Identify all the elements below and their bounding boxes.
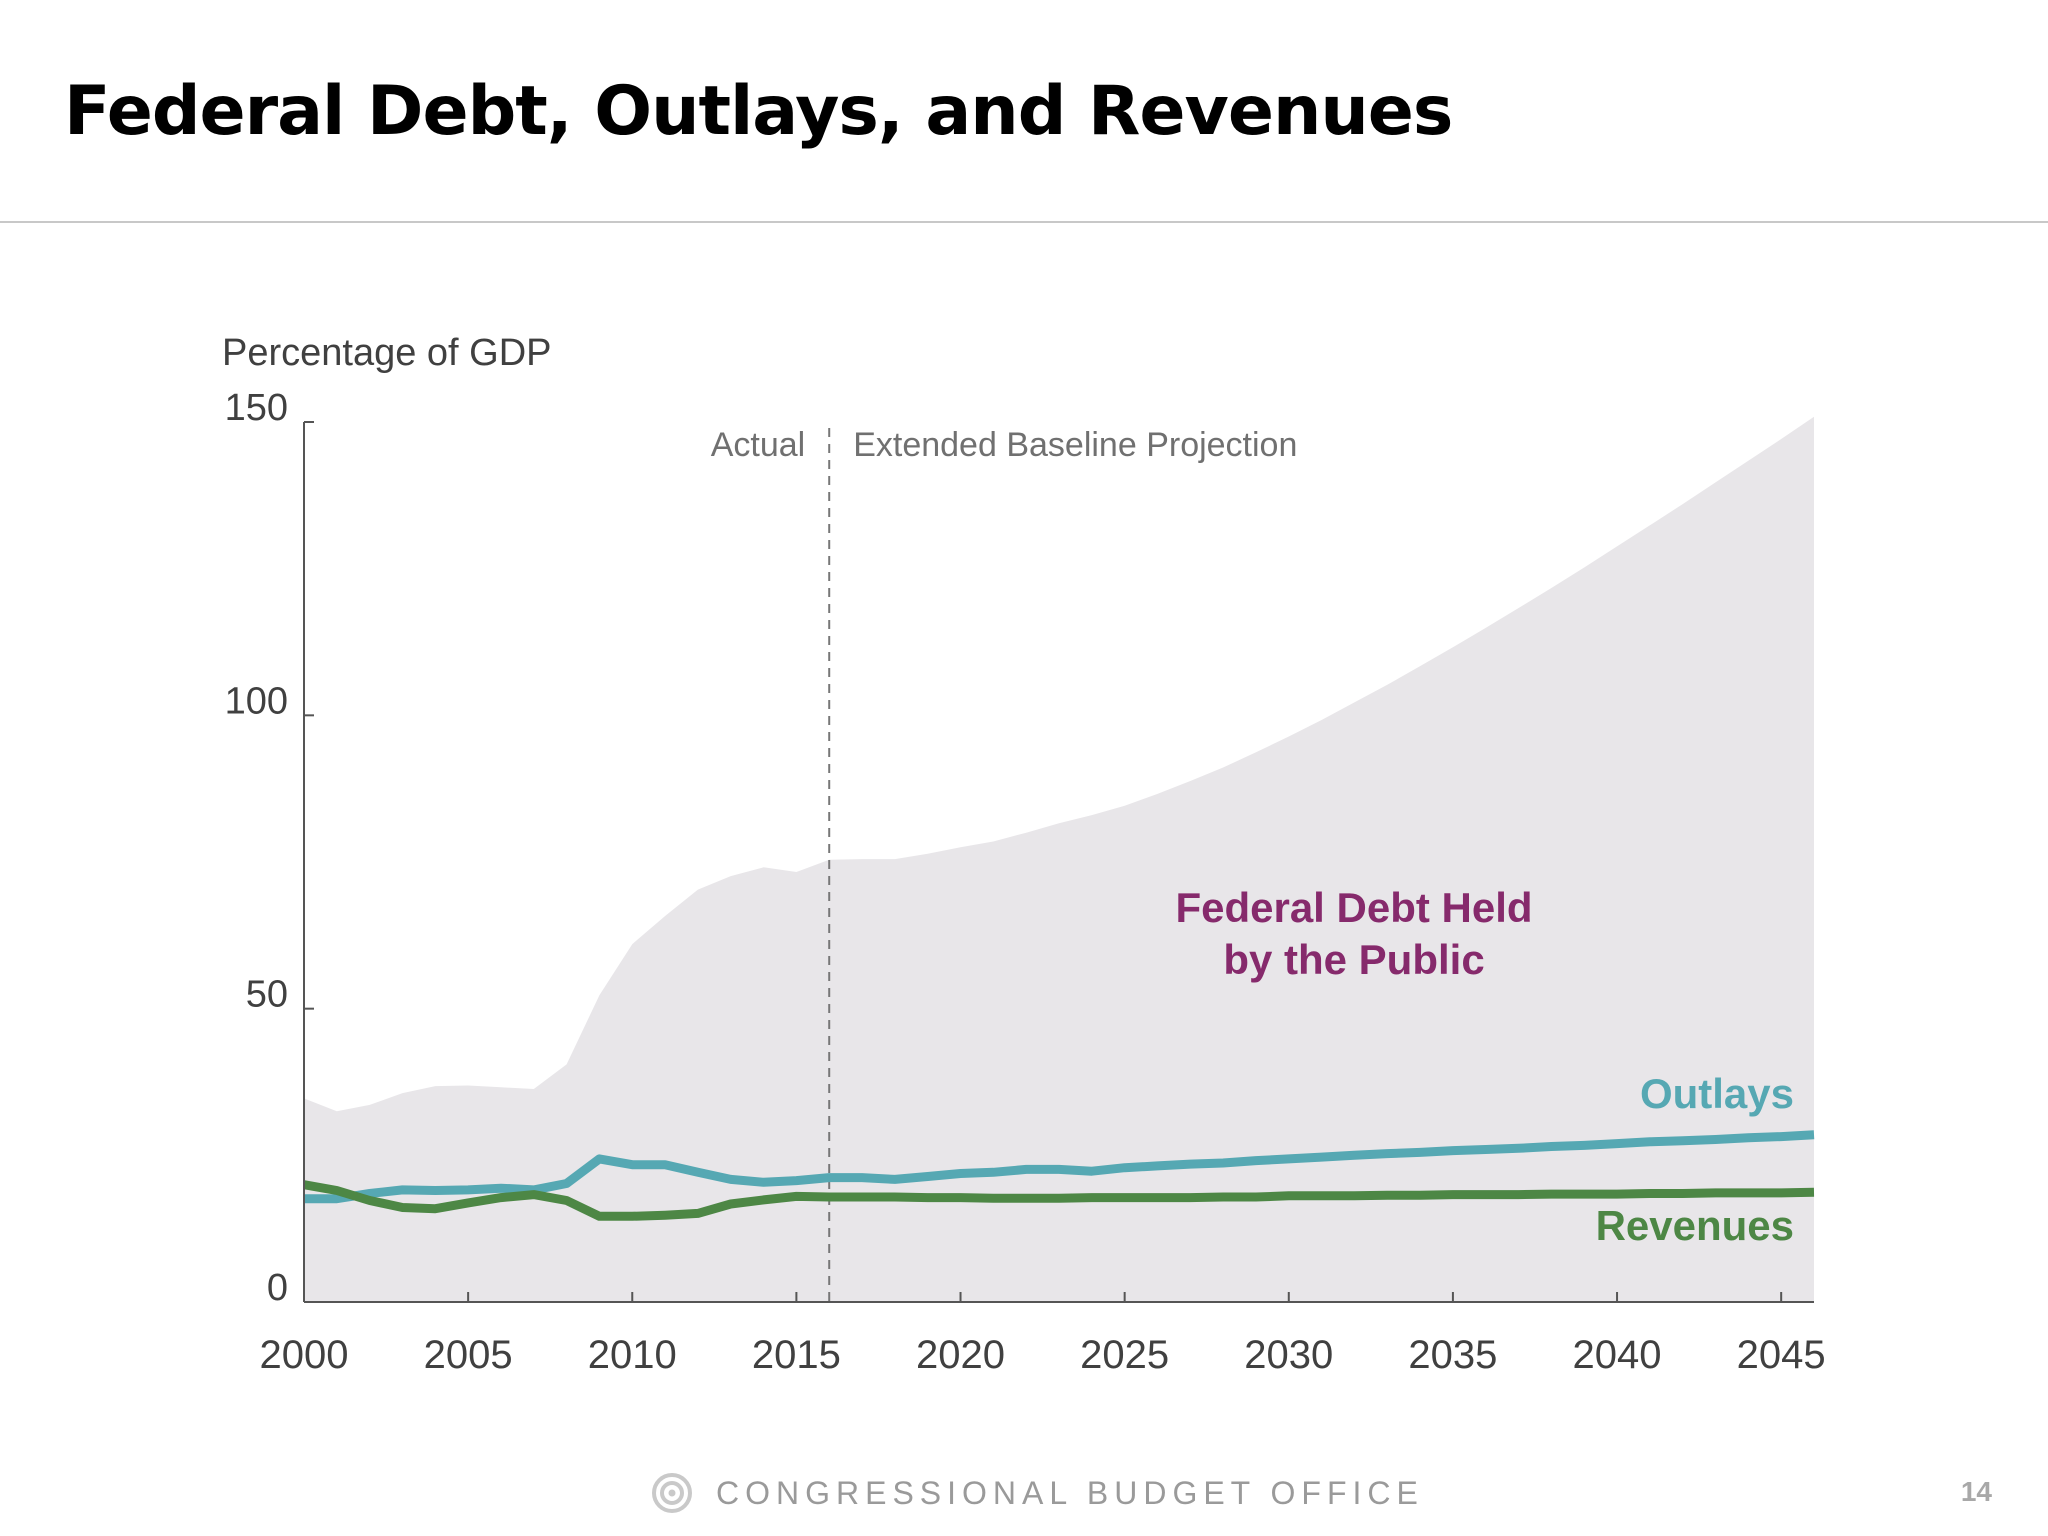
series-label-revenues: Revenues bbox=[1596, 1202, 1794, 1249]
divider-layer: Actual Extended Baseline Projection bbox=[711, 426, 1297, 1302]
y-tick-label-150: 150 bbox=[225, 387, 288, 429]
area-debt-held-by-public bbox=[304, 416, 1814, 1302]
y-tick-label-0: 0 bbox=[267, 1267, 288, 1309]
footer: CONGRESSIONAL BUDGET OFFICE bbox=[650, 1468, 1424, 1518]
series-label-debt-line-2: by the Public bbox=[1223, 936, 1484, 983]
x-tick-label-2000: 2000 bbox=[260, 1333, 349, 1377]
series-label-debt-line-1: Federal Debt Held bbox=[1175, 884, 1532, 931]
x-tick-label-2015: 2015 bbox=[752, 1333, 841, 1377]
y-axis-label: Percentage of GDP bbox=[222, 332, 552, 374]
y-tick-label-50: 50 bbox=[246, 974, 288, 1016]
x-tick-label-2030: 2030 bbox=[1244, 1333, 1333, 1377]
x-tick-label-2005: 2005 bbox=[424, 1333, 513, 1377]
divider-label-actual: Actual bbox=[711, 426, 806, 464]
series-line-revenues bbox=[303, 1180, 1815, 1221]
x-tick-label-2010: 2010 bbox=[588, 1333, 677, 1377]
line-layer bbox=[303, 1130, 1815, 1221]
page-number: 14 bbox=[1960, 1476, 1992, 1507]
cbo-logo-icon bbox=[652, 1473, 692, 1513]
divider-label-projection: Extended Baseline Projection bbox=[853, 426, 1297, 464]
label-layer: Federal Debt Held by the Public Outlays Rev… bbox=[1175, 884, 1794, 1249]
x-tick-label-2045: 2045 bbox=[1737, 1333, 1826, 1377]
slide-title: Federal Debt, Outlays, and Revenues bbox=[64, 72, 1453, 151]
axis-layer: 0 50 100 150 2000 2005 2010 2015 2020 2025 2030 203… bbox=[225, 387, 1826, 1377]
series-line-outlays bbox=[304, 1130, 1815, 1204]
title-divider bbox=[0, 221, 2048, 223]
y-tick-label-100: 100 bbox=[225, 680, 288, 722]
series-label-outlays: Outlays bbox=[1640, 1070, 1794, 1117]
footer-organization: CONGRESSIONAL BUDGET OFFICE bbox=[716, 1474, 1424, 1511]
x-tick-label-2025: 2025 bbox=[1080, 1333, 1169, 1377]
x-tick-label-2035: 2035 bbox=[1408, 1333, 1497, 1377]
x-tick-label-2020: 2020 bbox=[916, 1333, 1005, 1377]
area-layer bbox=[304, 416, 1814, 1302]
x-tick-label-2040: 2040 bbox=[1573, 1333, 1662, 1377]
